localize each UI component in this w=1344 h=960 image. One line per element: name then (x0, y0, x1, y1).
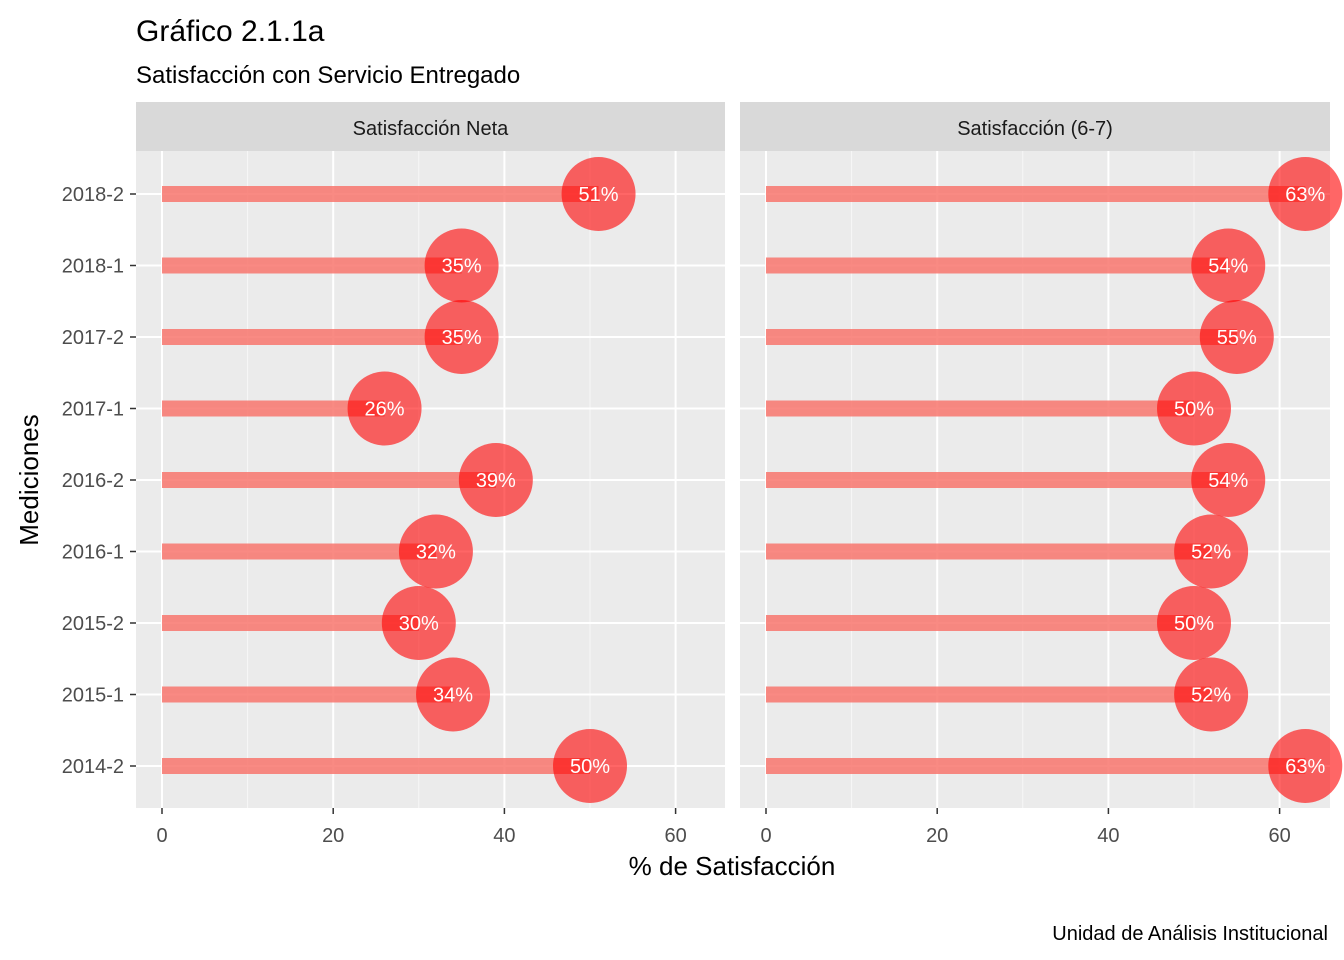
point-label: 55% (1217, 327, 1257, 349)
point-label: 54% (1208, 470, 1248, 492)
y-tick-label: 2015-2 (62, 613, 124, 635)
point-label: 35% (442, 256, 482, 278)
x-tick-label: 0 (760, 825, 771, 847)
point-label: 32% (416, 542, 456, 564)
panel-strip (136, 102, 725, 151)
lollipop-point (1157, 371, 1231, 446)
y-axis-title: Mediciones (14, 414, 44, 546)
y-axis: 2018-2 2018-1 2017-2 2017-1 2016-2 2016-1 2015… (62, 184, 136, 778)
lollipop-point (1199, 300, 1274, 374)
point-label: 54% (1208, 256, 1248, 278)
x-tick-label: 20 (926, 825, 948, 847)
lollipop-point (1174, 514, 1249, 589)
x-tick-label: 60 (664, 825, 686, 847)
point-label: 63% (1285, 756, 1325, 778)
point-label: 50% (1174, 613, 1214, 635)
point-label: 52% (1191, 542, 1231, 564)
point-label: 35% (442, 327, 482, 349)
x-axis-title: % de Satisfacción (629, 851, 836, 881)
x-tick-label: 20 (322, 825, 344, 847)
panel-2: Satisfacción (6-7) 0 20 40 60 63% 54% 55% 50% 54%… (740, 102, 1343, 847)
lollipop-point (561, 157, 636, 231)
panel-strip-label: Satisfacción Neta (353, 118, 510, 140)
y-tick-label: 2014-2 (62, 756, 124, 778)
y-tick-label: 2016-2 (62, 470, 124, 492)
y-tick-label: 2015-1 (62, 685, 124, 707)
point-label: 52% (1191, 685, 1231, 707)
panel-strip-label: Satisfacción (6-7) (957, 118, 1113, 140)
lollipop-point (398, 514, 473, 589)
point-label: 34% (433, 685, 473, 707)
panel-1: Satisfacción Neta 0 20 40 60 51% 35% 35% 26% 39% 3… (136, 102, 725, 847)
lollipop-point (1191, 443, 1266, 517)
y-tick-label: 2017-1 (62, 399, 124, 421)
chart-title: Gráfico 2.1.1a (136, 15, 325, 48)
x-tick-label: 40 (1097, 825, 1119, 847)
lollipop-point (553, 729, 627, 803)
y-tick-label: 2016-1 (62, 542, 124, 564)
lollipop-point (424, 300, 499, 374)
x-tick-label: 60 (1268, 825, 1290, 847)
chart-caption: Unidad de Análisis Institucional (1052, 923, 1328, 945)
x-tick-label: 0 (156, 825, 167, 847)
x-tick-label: 40 (493, 825, 515, 847)
lollipop-point (1268, 729, 1343, 803)
point-label: 50% (1174, 399, 1214, 421)
lollipop-point (416, 657, 491, 732)
lollipop-point (458, 443, 533, 517)
point-label: 30% (399, 613, 439, 635)
lollipop-point (424, 228, 499, 303)
y-tick-label: 2018-1 (62, 256, 124, 278)
chart-subtitle: Satisfacción con Servicio Entregado (136, 62, 520, 89)
lollipop-point (1174, 657, 1249, 732)
point-label: 51% (579, 184, 619, 206)
point-label: 26% (365, 399, 405, 421)
lollipop-point (1191, 228, 1266, 303)
panel-strip (740, 102, 1330, 151)
lollipop-point (381, 586, 456, 660)
y-tick-label: 2017-2 (62, 327, 124, 349)
point-label: 39% (476, 470, 516, 492)
lollipop-point (1268, 157, 1343, 231)
point-label: 50% (570, 756, 610, 778)
point-label: 63% (1285, 184, 1325, 206)
lollipop-point (347, 371, 422, 446)
panels-group: Satisfacción Neta 0 20 40 60 51% 35% 35% 26% 39% 3… (136, 102, 1343, 847)
y-tick-label: 2018-2 (62, 184, 124, 206)
lollipop-point (1157, 586, 1231, 660)
